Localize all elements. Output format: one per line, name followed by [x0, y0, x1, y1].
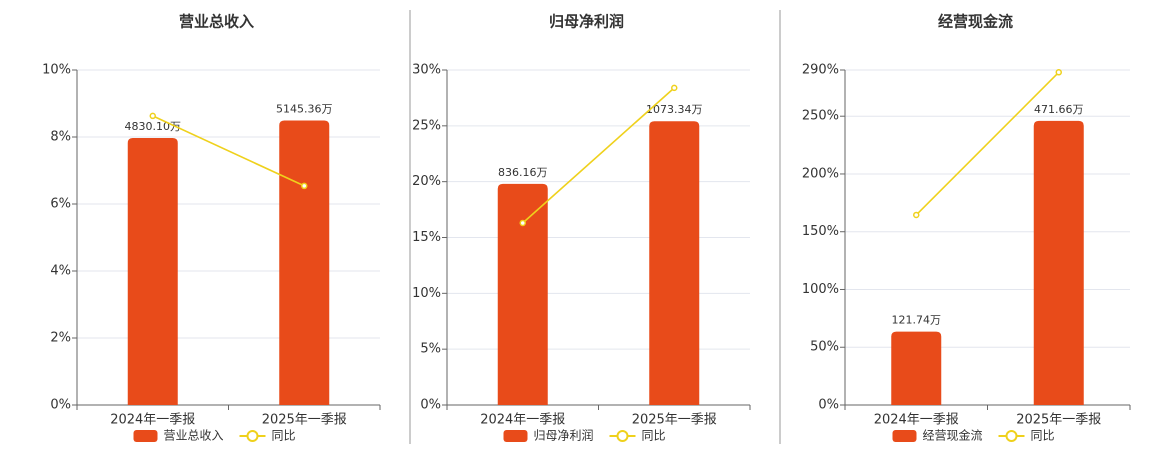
y-tick-label: 10% — [412, 286, 441, 301]
x-tick-label: 2025年一季报 — [1016, 413, 1101, 428]
y-tick-label: 2% — [50, 331, 71, 346]
x-tick-label: 2025年一季报 — [632, 413, 717, 428]
y-tick-label: 250% — [802, 109, 839, 124]
data-label: 471.66万 — [1034, 103, 1084, 116]
y-tick-label: 50% — [810, 340, 839, 355]
y-tick-label: 200% — [802, 166, 839, 181]
y-tick-label: 25% — [412, 118, 441, 133]
y-tick-label: 20% — [412, 174, 441, 189]
yoy-line — [522, 87, 675, 224]
legend-label: 同比 — [642, 429, 666, 443]
legend-label: 经营现金流 — [923, 428, 983, 443]
chart-title: 经营现金流 — [938, 13, 1013, 31]
x-tick-label: 2024年一季报 — [874, 413, 959, 428]
bar — [891, 331, 942, 405]
legend-label: 营业总收入 — [164, 429, 224, 443]
data-label: 836.16万 — [498, 166, 548, 179]
legend-swatch — [892, 430, 917, 442]
yoy-point — [913, 211, 920, 219]
y-tick-label: 10% — [42, 63, 71, 78]
yoy-point — [149, 112, 156, 120]
bar — [1033, 120, 1084, 405]
y-tick-label: 0% — [50, 398, 71, 413]
chart-title: 营业总收入 — [179, 13, 254, 31]
data-label: 1073.34万 — [646, 103, 703, 116]
y-tick-label: 0% — [420, 398, 441, 413]
y-tick-label: 30% — [412, 63, 441, 78]
legend-marker — [616, 430, 629, 442]
yoy-line — [152, 115, 305, 187]
y-tick-label: 0% — [818, 398, 839, 413]
y-tick-label: 8% — [50, 130, 71, 145]
y-tick-label: 4% — [50, 264, 71, 279]
yoy-point — [1055, 69, 1062, 76]
bar — [497, 183, 548, 405]
legend-marker — [246, 430, 259, 442]
y-tick-label: 15% — [412, 230, 441, 245]
data-label: 5145.36万 — [276, 103, 333, 116]
yoy-point — [301, 182, 308, 190]
bar — [127, 137, 178, 406]
x-tick-label: 2024年一季报 — [480, 413, 565, 428]
y-tick-label: 150% — [802, 224, 839, 239]
data-label: 121.74万 — [892, 314, 942, 327]
x-tick-label: 2025年一季报 — [262, 413, 347, 428]
yoy-point — [671, 84, 678, 92]
yoy-line — [915, 71, 1060, 216]
legend-label: 同比 — [272, 429, 296, 443]
legend-swatch — [503, 430, 528, 442]
bar — [649, 121, 700, 405]
legend-marker — [1005, 430, 1018, 442]
chart-title: 归母净利润 — [549, 13, 624, 31]
legend-label: 归母净利润 — [534, 429, 594, 443]
legend-label: 同比 — [1031, 429, 1055, 443]
y-tick-label: 6% — [50, 197, 71, 212]
x-tick-label: 2024年一季报 — [110, 413, 195, 428]
legend-swatch — [133, 430, 158, 442]
y-tick-label: 290% — [802, 63, 839, 78]
data-label: 4830.10万 — [125, 120, 182, 133]
y-tick-label: 5% — [420, 342, 441, 357]
yoy-point — [519, 219, 526, 227]
y-tick-label: 100% — [802, 282, 839, 297]
bar — [279, 120, 330, 406]
